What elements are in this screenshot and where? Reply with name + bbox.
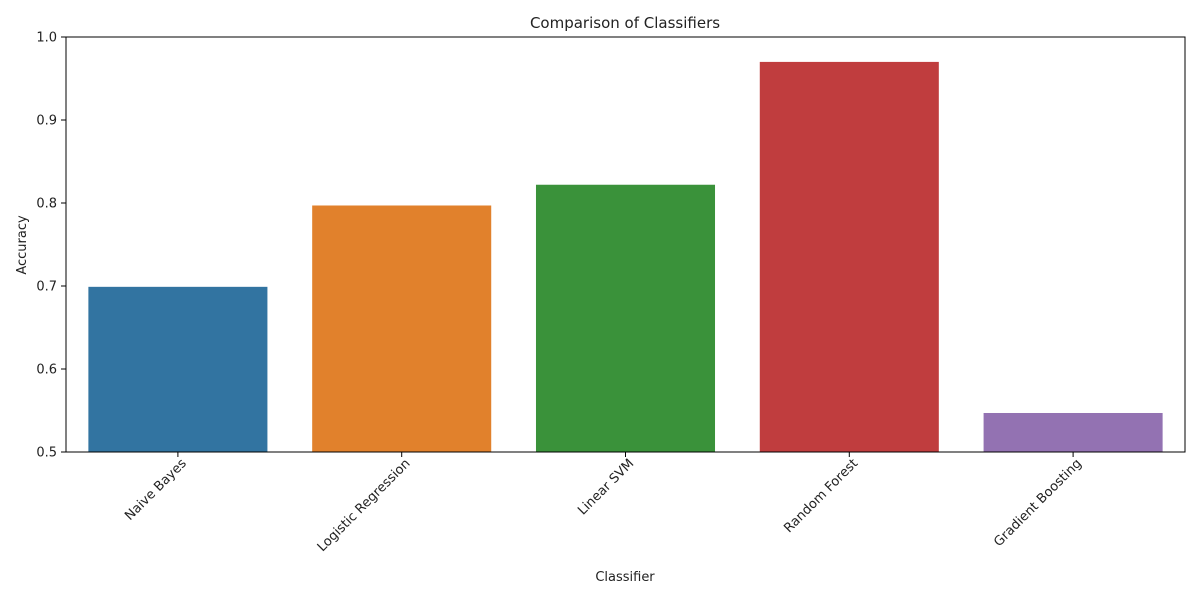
y-tick-label: 0.8 bbox=[36, 197, 57, 212]
y-tick-label: 0.6 bbox=[36, 363, 57, 378]
x-tick-label: Logistic Regression bbox=[315, 456, 414, 555]
x-axis: Naive Bayes Logistic Regression Linear SVM… bbox=[122, 452, 1085, 555]
x-tick-label: Naive Bayes bbox=[122, 456, 190, 524]
bar-naive-bayes bbox=[88, 286, 268, 452]
y-tick-label: 1.0 bbox=[36, 31, 57, 46]
x-tick-label: Gradient Boosting bbox=[991, 456, 1085, 550]
bar-gradient-boosting bbox=[983, 412, 1163, 452]
x-tick-label: Random Forest bbox=[781, 456, 861, 536]
chart-title: Comparison of Classifiers bbox=[530, 14, 720, 32]
y-tick-label: 0.5 bbox=[36, 446, 57, 461]
bar-logistic-regression bbox=[312, 205, 492, 452]
x-axis-title: Classifier bbox=[595, 570, 655, 585]
y-tick-label: 0.7 bbox=[36, 280, 57, 295]
x-tick-label: Linear SVM bbox=[575, 456, 637, 518]
y-axis: 0.5 0.6 0.7 0.8 0.9 1.0 bbox=[36, 31, 66, 461]
y-tick-label: 0.9 bbox=[36, 114, 57, 129]
bar-linear-svm bbox=[535, 184, 716, 453]
bar-random-forest bbox=[759, 61, 939, 453]
y-axis-title: Accuracy bbox=[15, 215, 30, 275]
bars-group bbox=[88, 61, 1163, 453]
